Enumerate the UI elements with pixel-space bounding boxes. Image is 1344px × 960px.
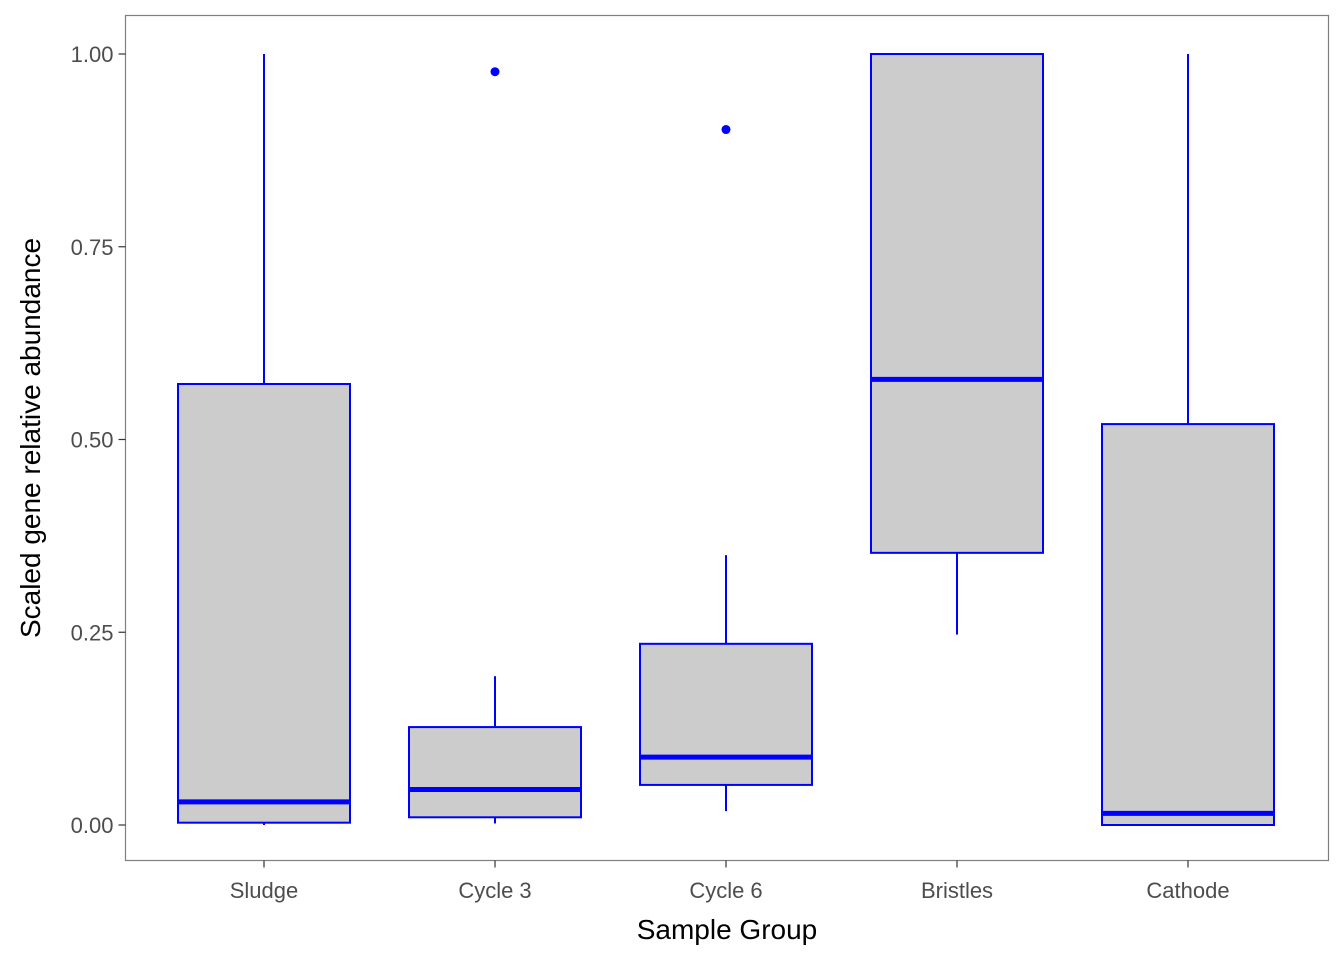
- box-body: [639, 642, 813, 786]
- box-cycle-3: [408, 67, 582, 824]
- box-sludge: [177, 54, 351, 825]
- box-cycle-6: [639, 125, 813, 812]
- y-tick-label: 0.25: [71, 620, 114, 645]
- y-tick-label: 0.75: [71, 235, 114, 260]
- box-body: [177, 382, 351, 824]
- box-body: [870, 53, 1044, 554]
- y-tick-label: 1.00: [71, 42, 114, 67]
- x-tick-label: Cycle 3: [458, 878, 531, 903]
- outlier-point: [490, 67, 500, 77]
- box-body: [408, 726, 582, 819]
- y-axis: 0.00 0.25 0.50 0.75 1.00: [71, 42, 126, 838]
- y-axis-title: Scaled gene relative abundance: [15, 238, 46, 638]
- boxes: [177, 53, 1275, 826]
- x-tick-label: Sludge: [230, 878, 299, 903]
- box-body: [1101, 423, 1275, 826]
- y-tick-label: 0.00: [71, 813, 114, 838]
- x-axis: Sludge Cycle 3 Cycle 6 Bristles Cathode: [230, 860, 1230, 903]
- x-axis-title: Sample Group: [637, 914, 818, 945]
- box-cathode: [1101, 54, 1275, 826]
- x-tick-label: Cycle 6: [689, 878, 762, 903]
- box-bristles: [870, 53, 1044, 635]
- outlier-point: [721, 125, 731, 135]
- x-tick-label: Bristles: [921, 878, 993, 903]
- x-tick-label: Cathode: [1146, 878, 1229, 903]
- y-tick-label: 0.50: [71, 428, 114, 453]
